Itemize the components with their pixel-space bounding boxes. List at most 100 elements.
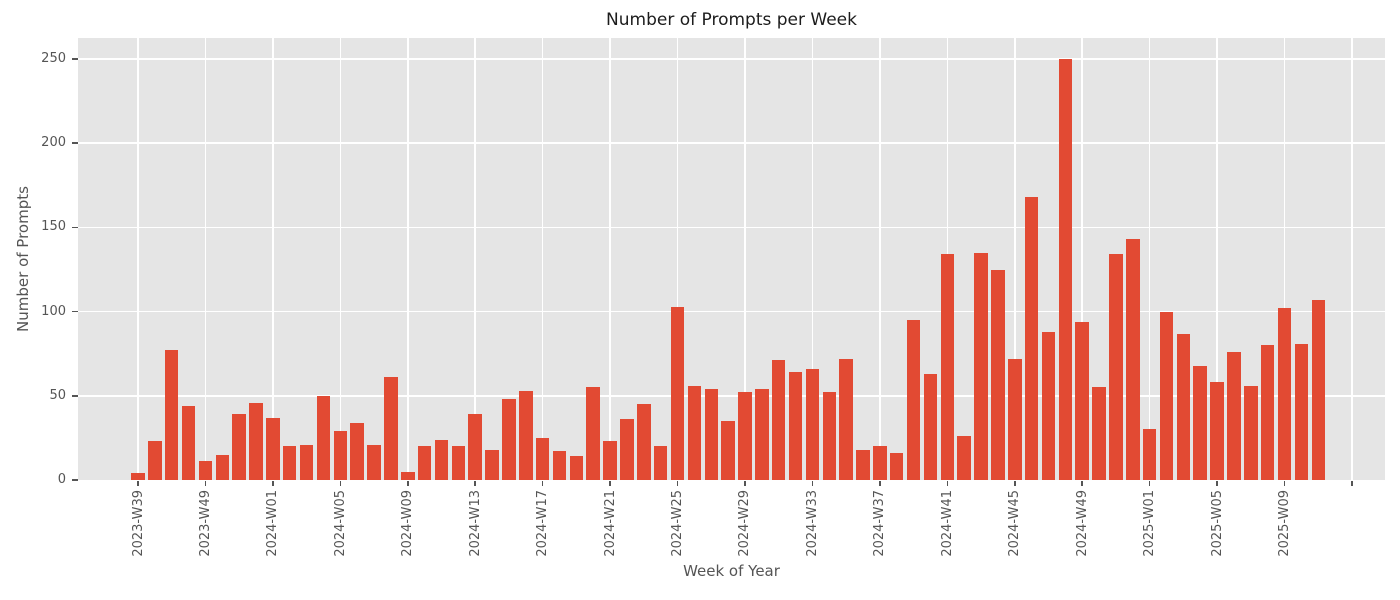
x-tick-label: 2024-W45 xyxy=(1007,490,1023,557)
x-tick-mark xyxy=(204,481,207,486)
x-tick-mark xyxy=(137,481,139,486)
bar xyxy=(164,350,179,480)
v-gridline xyxy=(1351,38,1353,480)
bar xyxy=(350,422,364,480)
bar xyxy=(620,419,634,480)
bar xyxy=(333,431,348,480)
bar xyxy=(535,437,550,480)
bar xyxy=(1277,308,1292,480)
v-gridline xyxy=(811,38,814,480)
v-gridline xyxy=(744,38,746,480)
bar xyxy=(1227,352,1241,480)
bar xyxy=(1210,382,1224,480)
bar xyxy=(755,389,769,480)
v-gridline xyxy=(339,38,342,480)
bar xyxy=(181,405,196,480)
bar xyxy=(1109,254,1123,480)
bar xyxy=(856,449,870,480)
v-gridline xyxy=(137,38,139,480)
x-tick-label: 2024-W49 xyxy=(1074,490,1090,557)
bar xyxy=(940,254,955,480)
x-tick-label: 2024-W09 xyxy=(400,490,416,557)
x-tick-mark xyxy=(1283,481,1286,486)
x-tick-label: 2024-W01 xyxy=(265,490,281,557)
bar xyxy=(198,461,213,480)
bar xyxy=(1142,429,1157,480)
bar xyxy=(704,389,719,480)
h-gridline xyxy=(78,310,1385,313)
x-tick-mark xyxy=(1351,481,1353,486)
x-tick-mark xyxy=(609,481,611,486)
bar xyxy=(299,444,314,480)
y-tick-label: 200 xyxy=(41,135,66,151)
bar xyxy=(1126,239,1140,480)
y-tick-mark xyxy=(72,226,78,229)
h-gridline xyxy=(78,142,1385,145)
x-tick-label: 2024-W41 xyxy=(939,490,955,557)
bar xyxy=(670,306,685,480)
y-tick-mark xyxy=(72,479,78,481)
y-tick-label: 0 xyxy=(57,472,66,487)
bar xyxy=(906,320,921,480)
x-tick-mark xyxy=(272,481,274,486)
bar xyxy=(889,453,904,480)
v-gridline xyxy=(676,38,679,480)
bar xyxy=(1294,343,1309,480)
x-tick-label: 2023-W39 xyxy=(130,490,146,557)
x-tick-mark xyxy=(339,481,342,486)
bar xyxy=(451,446,466,480)
v-gridline xyxy=(272,38,274,480)
bar xyxy=(1008,358,1022,480)
y-tick-label: 100 xyxy=(41,303,66,319)
x-tick-mark xyxy=(811,481,814,486)
h-gridline xyxy=(78,58,1385,60)
h-gridline xyxy=(78,395,1385,397)
bar xyxy=(468,414,482,480)
bar xyxy=(1092,387,1106,480)
x-tick-label: 2024-W29 xyxy=(737,490,753,557)
bar xyxy=(232,414,246,480)
bar xyxy=(367,444,381,480)
bar xyxy=(282,446,297,480)
v-gridline xyxy=(204,38,207,480)
x-tick-label: 2024-W05 xyxy=(332,490,348,557)
x-tick-mark xyxy=(946,481,949,486)
x-tick-mark xyxy=(1081,481,1083,486)
bar xyxy=(1176,333,1191,480)
x-tick-label: 2023-W49 xyxy=(197,490,213,557)
bar xyxy=(1159,311,1174,480)
x-axis-label: Week of Year xyxy=(683,562,780,580)
x-tick-mark xyxy=(1013,481,1016,486)
x-tick-label: 2024-W33 xyxy=(804,490,820,557)
bar xyxy=(586,387,600,480)
bar xyxy=(1058,59,1073,480)
bar xyxy=(1075,321,1089,480)
v-gridline xyxy=(1283,38,1286,480)
bar xyxy=(1260,345,1275,480)
x-tick-label: 2024-W13 xyxy=(467,490,483,557)
v-gridline xyxy=(1013,38,1016,480)
y-tick-mark xyxy=(72,395,78,397)
y-tick-label: 150 xyxy=(41,219,66,235)
bar xyxy=(148,441,162,480)
bar xyxy=(215,454,230,480)
bar xyxy=(873,446,887,480)
x-tick-mark xyxy=(676,481,679,486)
y-tick-mark xyxy=(72,142,78,145)
x-tick-label: 2025-W09 xyxy=(1277,490,1293,557)
y-tick-label: 250 xyxy=(41,51,66,67)
x-tick-mark xyxy=(1216,481,1218,486)
bar xyxy=(316,395,331,480)
plot-area xyxy=(78,38,1385,480)
bar xyxy=(1041,331,1056,480)
v-gridline xyxy=(474,38,477,480)
bar xyxy=(434,439,449,480)
x-tick-mark xyxy=(406,481,409,486)
v-gridline xyxy=(879,38,881,480)
bar xyxy=(788,372,803,480)
x-tick-label: 2024-W17 xyxy=(535,490,551,557)
x-tick-label: 2025-W05 xyxy=(1209,490,1225,557)
bar xyxy=(974,252,988,480)
